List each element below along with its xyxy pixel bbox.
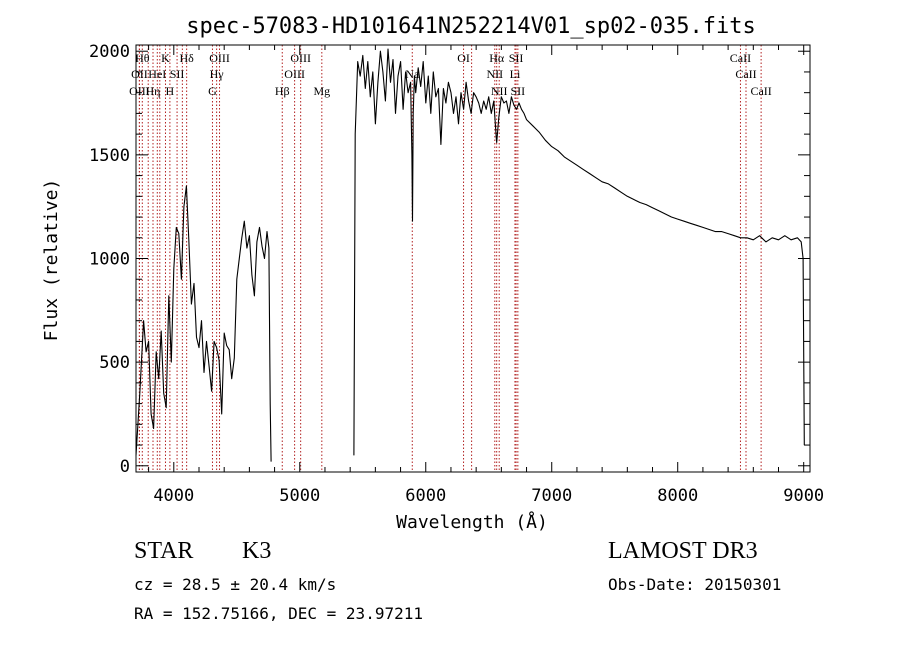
x-tick-label: 9000 — [783, 486, 824, 506]
line-label: OIII — [129, 84, 150, 98]
line-labels: HθOIIOIIIHηHeIKHSIIHδGHγOIIIHβOIIIOIIIMg… — [129, 51, 772, 98]
line-label: Mg — [313, 84, 330, 98]
y-tick-label: 0 — [120, 457, 130, 477]
y-tick-label: 2000 — [89, 42, 130, 62]
line-label: K — [161, 51, 170, 65]
line-label: Li — [510, 67, 521, 81]
line-label: OI — [457, 51, 470, 65]
line-label: OIII — [290, 51, 311, 65]
plot-frame — [135, 44, 811, 473]
line-label: CaII — [730, 51, 751, 65]
spectrum — [135, 48, 805, 462]
spectrum-segment — [135, 185, 272, 462]
x-axis-label: Wavelength (Å) — [396, 511, 548, 533]
line-label: SII — [170, 67, 185, 81]
coordinates: RA = 152.75166, DEC = 23.97211 — [134, 604, 423, 623]
x-tick-label: 7000 — [531, 486, 572, 506]
line-label: CaII — [735, 67, 756, 81]
line-markers — [138, 45, 762, 472]
observation-date: Obs-Date: 20150301 — [608, 575, 782, 594]
line-label: SII — [509, 51, 524, 65]
line-label: Hθ — [135, 51, 150, 65]
x-tick-label: 5000 — [279, 486, 320, 506]
line-label: Hη — [146, 84, 161, 98]
y-tick-label: 500 — [99, 353, 130, 373]
y-tick-label: 1500 — [89, 146, 130, 166]
line-label: Hα — [489, 51, 505, 65]
line-label: CaII — [750, 84, 771, 98]
spectrum-segment — [353, 48, 805, 456]
line-label: H — [166, 84, 175, 98]
line-label: OII — [131, 67, 148, 81]
survey-name: LAMOST DR3 — [608, 538, 758, 564]
line-label: Hδ — [179, 51, 194, 65]
x-tick-label: 6000 — [405, 486, 446, 506]
y-tick-label: 1000 — [89, 250, 130, 270]
y-axis: 0 500 1000 1500 2000 — [89, 42, 810, 477]
line-label: OIII — [284, 67, 305, 81]
x-axis: 4000 5000 6000 7000 8000 9000 — [148, 45, 824, 506]
y-axis-label: Flux (relative) — [41, 179, 62, 342]
line-label: SII — [511, 84, 526, 98]
chart-title: spec-57083-HD101641N252214V01_sp02-035.f… — [186, 14, 756, 39]
line-label: HeI — [148, 67, 166, 81]
object-class: STAR — [134, 538, 194, 564]
x-tick-label: 4000 — [153, 486, 194, 506]
line-label: NII — [491, 84, 508, 98]
line-label: Hβ — [275, 84, 290, 98]
line-label: G — [208, 84, 217, 98]
x-tick-label: 8000 — [657, 486, 698, 506]
object-subclass: K3 — [242, 538, 272, 564]
line-label: Hγ — [210, 67, 225, 81]
line-label: Na — [405, 67, 420, 81]
line-label: OIII — [209, 51, 230, 65]
redshift-cz: cz = 28.5 ± 20.4 km/s — [134, 575, 337, 594]
line-label: NII — [486, 67, 503, 81]
